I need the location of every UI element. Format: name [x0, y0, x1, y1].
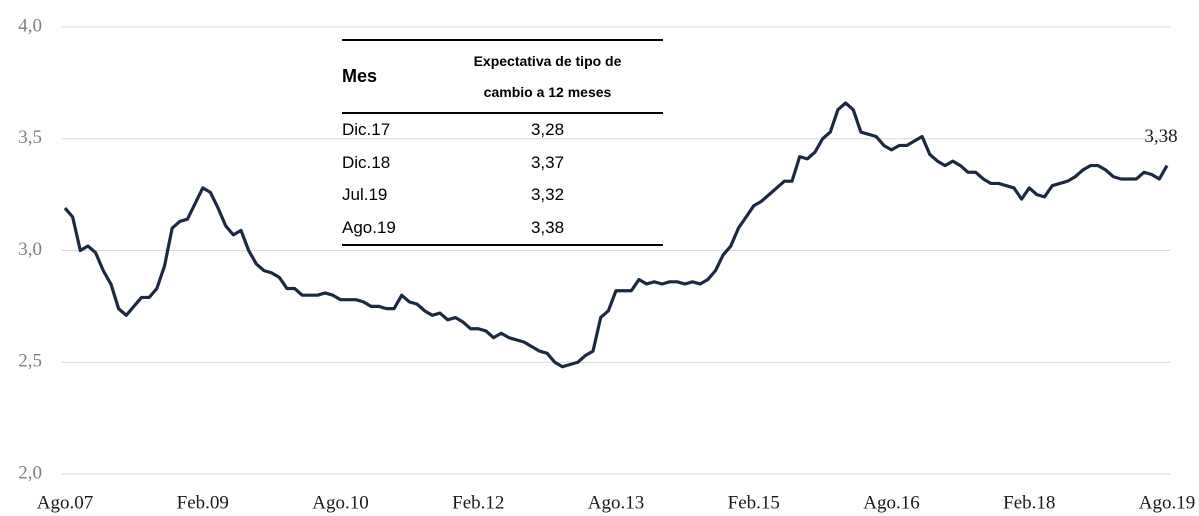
- table-row: Dic.18 3,37: [342, 147, 663, 180]
- header-cell: Expectativa de tipo de cambio a 12 meses: [473, 52, 622, 100]
- x-tick-label: Ago.19: [1139, 492, 1195, 513]
- x-tick-label: Ago.13: [588, 492, 644, 513]
- table-cell: Ago.19: [342, 217, 396, 237]
- x-tick-label: Ago.10: [312, 492, 368, 513]
- y-tick-label: 4,0: [18, 15, 42, 36]
- table-body: Dic.17 3,28 Dic.18 3,37 Jul.19 3,32 Ago.19 3,38: [342, 114, 663, 246]
- table-row: Ago.19 3,38: [342, 212, 663, 246]
- y-tick-label: 3,0: [18, 239, 42, 260]
- table-cell: Dic.18: [342, 152, 391, 172]
- x-tick-label: Feb.09: [177, 492, 229, 513]
- end-label: 3,38: [1144, 126, 1177, 147]
- y-tick-label: 2,0: [18, 462, 42, 483]
- table-cell: Jul.19: [342, 185, 388, 205]
- table-cell: Dic.17: [342, 120, 391, 140]
- table-header: Mes Expectativa de tipo de cambio a 12 m…: [342, 39, 663, 114]
- x-tick-label: Ago.07: [37, 492, 93, 513]
- table-cell: 3,37: [530, 152, 565, 172]
- table-cell: 3,28: [530, 120, 565, 140]
- x-tick-label: Feb.15: [728, 492, 780, 513]
- y-tick-label: 2,5: [18, 351, 42, 372]
- y-tick-label: 3,5: [18, 127, 42, 148]
- x-tick-label: Ago.16: [863, 492, 919, 513]
- expectation-table: Mes Expectativa de tipo de cambio a 12 m…: [342, 39, 663, 246]
- x-tick-label: Feb.18: [1003, 492, 1055, 513]
- table-cell: 3,32: [530, 185, 565, 205]
- x-tick-label: Feb.12: [452, 492, 504, 513]
- table-row: Jul.19 3,32: [342, 179, 663, 212]
- table-cell: 3,38: [530, 217, 565, 237]
- table-row: Dic.17 3,28: [342, 114, 663, 147]
- header-cell: Mes: [342, 66, 378, 86]
- data-line: [63, 101, 1169, 369]
